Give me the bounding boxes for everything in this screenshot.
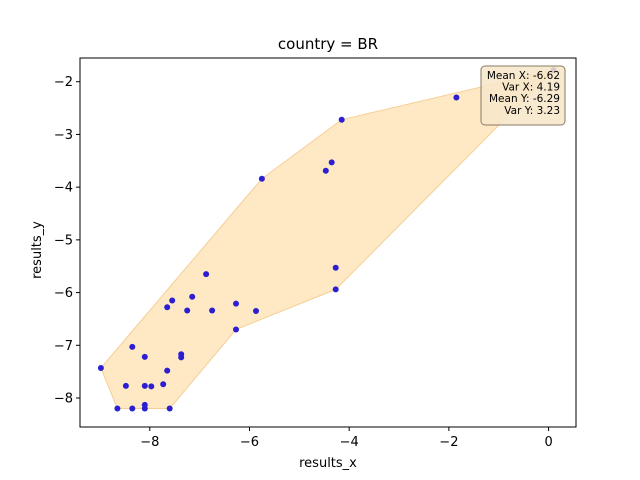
- stats-line: Mean Y: -6.29: [489, 93, 560, 105]
- y-tick-label: −2: [54, 75, 73, 90]
- scatter-point: [258, 175, 265, 182]
- x-tick-label: −2: [439, 435, 458, 450]
- scatter-point: [178, 354, 185, 361]
- axes-frame: [79, 57, 577, 428]
- chart-title: country = BR: [278, 35, 378, 53]
- scatter-point: [189, 293, 196, 300]
- y-axis-label: results_y: [30, 221, 45, 279]
- y-tick-label: −4: [54, 181, 73, 196]
- scatter-point: [129, 405, 136, 412]
- x-tick-label: −8: [140, 435, 159, 450]
- scatter-point: [141, 405, 148, 412]
- scatter-point: [97, 365, 104, 371]
- scatter-point: [169, 297, 176, 304]
- scatter-point: [129, 343, 136, 350]
- scatter-point: [332, 264, 339, 271]
- stats-line: Mean X: -6.62: [487, 70, 560, 82]
- scatter-point: [164, 367, 171, 374]
- scatter-point: [453, 94, 460, 101]
- y-tick-label: −3: [54, 128, 73, 143]
- scatter-point: [148, 383, 155, 390]
- scatter-point: [164, 304, 171, 311]
- scatter-point: [141, 353, 148, 360]
- y-tick-label: −8: [54, 392, 73, 407]
- x-tick-label: −6: [240, 435, 259, 450]
- x-tick-label: 0: [544, 435, 552, 450]
- scatter-point: [160, 381, 167, 388]
- scatter-point: [338, 116, 345, 123]
- stats-line: Var Y: 3.23: [504, 105, 560, 117]
- scatter-point: [322, 167, 329, 174]
- scatter-point: [184, 307, 191, 314]
- x-tick-label: −4: [340, 435, 359, 450]
- y-tick-label: −7: [54, 339, 73, 354]
- scatter-point: [114, 405, 121, 412]
- scatter-point: [209, 307, 216, 314]
- scatter-point: [328, 159, 335, 166]
- stats-line: Var X: 4.19: [502, 82, 560, 94]
- scatter-point: [166, 405, 173, 412]
- y-tick-label: −5: [54, 233, 73, 248]
- scatter-point: [332, 286, 339, 293]
- x-axis-label: results_x: [299, 456, 357, 471]
- scatter-point: [233, 300, 239, 307]
- scatter-point: [141, 382, 148, 389]
- stats-box: [480, 65, 566, 126]
- scatter-point: [233, 326, 239, 333]
- y-tick-label: −6: [54, 286, 73, 301]
- scatter-point: [253, 308, 259, 314]
- scatter-point: [203, 271, 210, 278]
- scatter-point: [122, 382, 129, 389]
